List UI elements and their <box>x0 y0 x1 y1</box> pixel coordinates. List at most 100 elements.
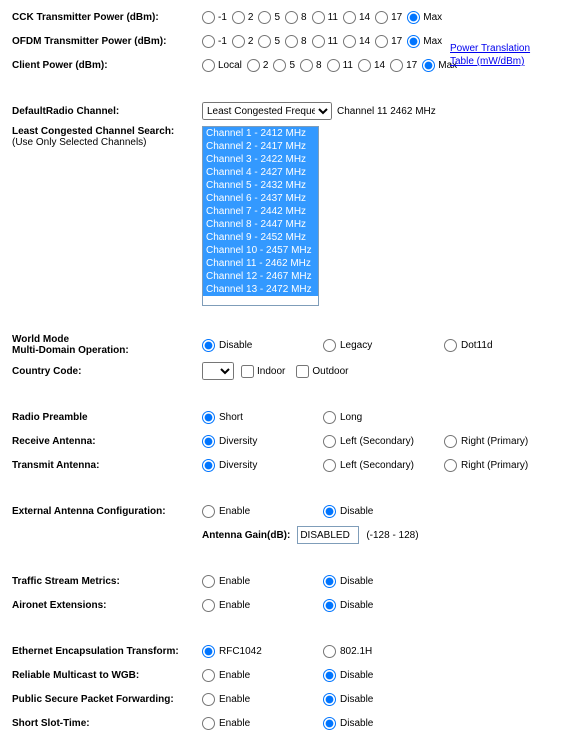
power-radio-0-14[interactable] <box>343 11 356 24</box>
power-radio-2-Max[interactable] <box>422 59 435 72</box>
aironet-radio-0[interactable] <box>202 599 215 612</box>
country-code-select[interactable] <box>202 362 234 380</box>
lcc-sublabel: (Use Only Selected Channels) <box>12 137 202 148</box>
sst-radio-1[interactable] <box>323 717 336 730</box>
pspf-radio-1[interactable] <box>323 693 336 706</box>
channel-option[interactable]: Channel 7 - 2442 MHz <box>203 205 318 218</box>
power-radio-1-2[interactable] <box>232 35 245 48</box>
channel-listbox[interactable]: Channel 1 - 2412 MHzChannel 2 - 2417 MHz… <box>202 126 319 306</box>
channel-option[interactable]: Channel 9 - 2452 MHz <box>203 231 318 244</box>
world-radio-label: Dot11d <box>461 340 493 351</box>
world-radio-0[interactable] <box>202 339 215 352</box>
power-radio-1-8[interactable] <box>285 35 298 48</box>
rmw-radio-label: Disable <box>340 670 373 681</box>
world-radio-1[interactable] <box>323 339 336 352</box>
aironet-radio-1[interactable] <box>323 599 336 612</box>
outdoor-label: Outdoor <box>312 366 348 377</box>
extant-radio-label: Enable <box>219 506 250 517</box>
power-radio-0-5[interactable] <box>258 11 271 24</box>
transmit-radio-2[interactable] <box>444 459 457 472</box>
receive-radio-2[interactable] <box>444 435 457 448</box>
sst-radio-label: Disable <box>340 718 373 729</box>
power-radio-label: 8 <box>301 36 307 47</box>
transmit-radio-0[interactable] <box>202 459 215 472</box>
power-radio-label: 11 <box>328 36 338 47</box>
power-radio-1-Max[interactable] <box>407 35 420 48</box>
power-radio-2-17[interactable] <box>390 59 403 72</box>
channel-option[interactable]: Channel 1 - 2412 MHz <box>203 127 318 140</box>
power-radio-0-Max[interactable] <box>407 11 420 24</box>
power-radio-1--1[interactable] <box>202 35 215 48</box>
rmw-radio-1[interactable] <box>323 669 336 682</box>
power-radio-2-5[interactable] <box>273 59 286 72</box>
channel-option[interactable]: Channel 3 - 2422 MHz <box>203 153 318 166</box>
power-radio-0-8[interactable] <box>285 11 298 24</box>
power-radio-1-14[interactable] <box>343 35 356 48</box>
sst-label: Short Slot-Time: <box>12 718 202 729</box>
channel-option[interactable]: Channel 6 - 2437 MHz <box>203 192 318 205</box>
receive-radio-label: Diversity <box>219 436 257 447</box>
power-radio-label: -1 <box>218 12 227 23</box>
pspf-radio-0[interactable] <box>202 693 215 706</box>
channel-option[interactable]: Channel 13 - 2472 MHz <box>203 283 318 296</box>
power-radio-0-2[interactable] <box>232 11 245 24</box>
extant-radio-0[interactable] <box>202 505 215 518</box>
tsm-radio-label: Enable <box>219 576 250 587</box>
power-radio-2-8[interactable] <box>300 59 313 72</box>
eet-radio-1[interactable] <box>323 645 336 658</box>
power-radio-1-17[interactable] <box>375 35 388 48</box>
eet-radio-0[interactable] <box>202 645 215 658</box>
power-radio-label: 5 <box>274 36 280 47</box>
preamble-radio-label: Long <box>340 412 362 423</box>
extant-radio-1[interactable] <box>323 505 336 518</box>
default-radio-label: DefaultRadio Channel: <box>12 106 202 117</box>
rmw-label: Reliable Multicast to WGB: <box>12 670 202 681</box>
transmit-radio-1[interactable] <box>323 459 336 472</box>
power-radio-label: 11 <box>343 60 353 71</box>
tsm-radio-0[interactable] <box>202 575 215 588</box>
gain-input[interactable] <box>297 526 359 544</box>
channel-option[interactable]: Channel 11 - 2462 MHz <box>203 257 318 270</box>
preamble-radio-1[interactable] <box>323 411 336 424</box>
power-radio-0-17[interactable] <box>375 11 388 24</box>
power-translation-link[interactable]: Power Translation Table (mW/dBm) <box>450 42 550 68</box>
gain-label: Antenna Gain(dB): <box>202 530 290 541</box>
power-radio-2-14[interactable] <box>358 59 371 72</box>
channel-option[interactable]: Channel 12 - 2467 MHz <box>203 270 318 283</box>
sst-radio-0[interactable] <box>202 717 215 730</box>
channel-option[interactable]: Channel 10 - 2457 MHz <box>203 244 318 257</box>
channel-option[interactable]: Channel 4 - 2427 MHz <box>203 166 318 179</box>
power-radio-1-11[interactable] <box>312 35 325 48</box>
tsm-radio-1[interactable] <box>323 575 336 588</box>
channel-option[interactable]: Channel 5 - 2432 MHz <box>203 179 318 192</box>
default-radio-select[interactable]: Least Congested Frequency <box>202 102 332 120</box>
indoor-checkbox[interactable] <box>241 365 254 378</box>
world-radio-2[interactable] <box>444 339 457 352</box>
power-radio-2-Local[interactable] <box>202 59 215 72</box>
world-mode-sub: Multi-Domain Operation: <box>12 345 129 356</box>
power-radio-0--1[interactable] <box>202 11 215 24</box>
power-label-1: OFDM Transmitter Power (dBm): <box>12 36 202 47</box>
gain-range: (-128 - 128) <box>366 530 418 541</box>
power-radio-0-11[interactable] <box>312 11 325 24</box>
world-mode-title: World Mode <box>12 334 69 345</box>
eet-radio-label: RFC1042 <box>219 646 262 657</box>
channel-option[interactable]: Channel 8 - 2447 MHz <box>203 218 318 231</box>
power-radio-1-5[interactable] <box>258 35 271 48</box>
channel-option[interactable]: Channel 2 - 2417 MHz <box>203 140 318 153</box>
aironet-radio-label: Disable <box>340 600 373 611</box>
power-radio-2-2[interactable] <box>247 59 260 72</box>
receive-radio-1[interactable] <box>323 435 336 448</box>
tsm-label: Traffic Stream Metrics: <box>12 576 202 587</box>
power-radio-label: 2 <box>248 36 254 47</box>
power-radio-2-11[interactable] <box>327 59 340 72</box>
receive-radio-0[interactable] <box>202 435 215 448</box>
rmw-radio-label: Enable <box>219 670 250 681</box>
extant-radio-label: Disable <box>340 506 373 517</box>
transmit-radio-label: Diversity <box>219 460 257 471</box>
preamble-radio-0[interactable] <box>202 411 215 424</box>
outdoor-checkbox[interactable] <box>296 365 309 378</box>
rmw-radio-0[interactable] <box>202 669 215 682</box>
power-radio-label: 5 <box>274 12 280 23</box>
transmit-radio-label: Right (Primary) <box>461 460 528 471</box>
